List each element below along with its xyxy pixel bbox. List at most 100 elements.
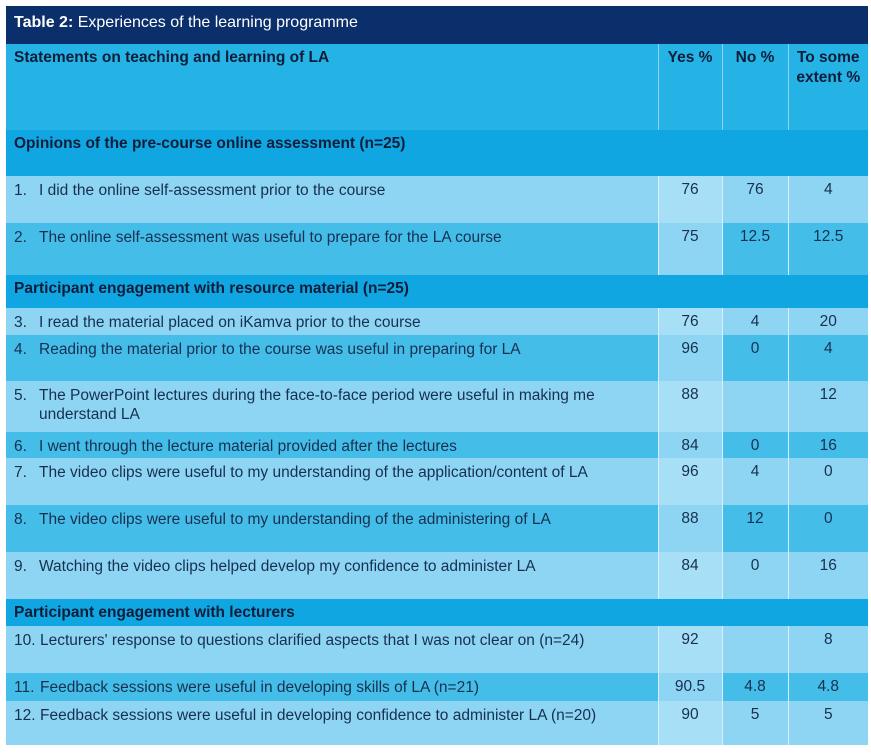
row-text: Reading the material prior to the course… [39, 341, 521, 358]
no-cell [721, 626, 788, 673]
no-cell: 4 [721, 458, 788, 505]
no-cell [721, 381, 788, 432]
row-number: 2. [14, 229, 27, 246]
some-cell: 4.8 [787, 673, 868, 701]
some-cell: 12.5 [787, 223, 868, 275]
section-row: Participant engagement with resource mat… [6, 275, 868, 308]
yes-cell: 92 [657, 626, 722, 673]
row-number: 8. [14, 511, 27, 528]
table-row: 10. Lecturers' response to questions clar… [6, 626, 868, 673]
yes-cell: 76 [657, 308, 722, 335]
row-text: I did the online self-assessment prior t… [39, 182, 386, 199]
yes-cell: 88 [657, 505, 722, 552]
table-row: 5. The PowerPoint lectures during the fac… [6, 381, 868, 432]
table-row: 12. Feedback sessions were useful in deve… [6, 701, 868, 745]
yes-cell: 84 [657, 432, 722, 458]
table-row: 8. The video clips were useful to my unde… [6, 505, 868, 552]
table-row: 11. Feedback sessions were useful in deve… [6, 673, 868, 701]
row-number: 11. [14, 679, 35, 696]
no-cell: 0 [721, 432, 788, 458]
no-cell: 12 [721, 505, 788, 552]
yes-cell: 75 [657, 223, 722, 275]
section-title: Participant engagement with lecturers [6, 599, 868, 626]
table-row: 6. I went through the lecture material pr… [6, 432, 868, 458]
no-cell: 5 [721, 701, 788, 745]
row-text: Feedback sessions were useful in develop… [40, 679, 479, 696]
table-row: 3. I read the material placed on iKamva p… [6, 308, 868, 335]
row-text: The PowerPoint lectures during the face-… [39, 387, 595, 423]
table-row: 9. Watching the video clips helped develo… [6, 552, 868, 599]
row-number: 9. [14, 558, 27, 575]
yes-cell: 96 [657, 335, 722, 381]
header-yes: Yes % [657, 44, 722, 130]
no-cell: 76 [721, 176, 788, 223]
statement-cell: 11. Feedback sessions were useful in deve… [6, 673, 658, 701]
statement-cell: 3. I read the material placed on iKamva p… [6, 308, 658, 335]
row-number: 4. [14, 341, 27, 358]
yes-cell: 88 [657, 381, 722, 432]
statement-cell: 4. Reading the material prior to the cour… [6, 335, 658, 381]
section-row: Opinions of the pre-course online assess… [6, 130, 868, 176]
row-number: 12. [14, 707, 36, 724]
no-cell: 12.5 [721, 223, 788, 275]
statement-cell: 10. Lecturers' response to questions clar… [6, 626, 658, 673]
header-row: Statements on teaching and learning of L… [6, 44, 868, 130]
header-no: No % [721, 44, 788, 130]
row-text: The video clips were useful to my unders… [39, 464, 588, 481]
statement-cell: 12. Feedback sessions were useful in deve… [6, 701, 658, 745]
row-text: Lecturers' response to questions clarifi… [40, 632, 585, 649]
row-number: 6. [14, 438, 27, 455]
row-number: 3. [14, 314, 27, 331]
statement-cell: 2. The online self-assessment was useful … [6, 223, 658, 275]
row-text: The video clips were useful to my unders… [39, 511, 551, 528]
no-cell: 0 [721, 335, 788, 381]
row-text: I read the material placed on iKamva pri… [39, 314, 421, 331]
yes-cell: 90.5 [657, 673, 722, 701]
caption-text: Experiences of the learning programme [77, 14, 358, 31]
table-row: 2. The online self-assessment was useful … [6, 223, 868, 275]
row-text: Feedback sessions were useful in develop… [40, 707, 597, 724]
some-cell: 12 [787, 381, 868, 432]
row-number: 5. [14, 387, 27, 404]
statement-cell: 5. The PowerPoint lectures during the fac… [6, 381, 658, 432]
row-text: The online self-assessment was useful to… [39, 229, 502, 246]
caption-label: Table 2: [14, 14, 74, 31]
some-cell: 0 [787, 458, 868, 505]
table-row: 7. The video clips were useful to my unde… [6, 458, 868, 505]
statement-cell: 7. The video clips were useful to my unde… [6, 458, 658, 505]
row-text: Watching the video clips helped develop … [39, 558, 536, 575]
header-some: To some extent % [787, 44, 868, 130]
row-text: I went through the lecture material prov… [39, 438, 457, 455]
no-cell: 4 [721, 308, 788, 335]
row-number: 7. [14, 464, 27, 481]
some-cell: 5 [787, 701, 868, 745]
some-cell: 4 [787, 176, 868, 223]
table-caption: Table 2: Experiences of the learning pro… [6, 6, 868, 44]
statement-cell: 8. The video clips were useful to my unde… [6, 505, 658, 552]
yes-cell: 76 [657, 176, 722, 223]
row-number: 1. [14, 182, 27, 199]
yes-cell: 90 [657, 701, 722, 745]
statement-cell: 9. Watching the video clips helped develo… [6, 552, 658, 599]
table-container: Table 2: Experiences of the learning pro… [6, 6, 868, 745]
some-cell: 4 [787, 335, 868, 381]
no-cell: 4.8 [721, 673, 788, 701]
statement-cell: 1. I did the online self-assessment prior… [6, 176, 658, 223]
section-title: Participant engagement with resource mat… [6, 275, 868, 308]
section-title: Opinions of the pre-course online assess… [6, 130, 868, 176]
section-row: Participant engagement with lecturers [6, 599, 868, 626]
table-row: 1. I did the online self-assessment prior… [6, 176, 868, 223]
some-cell: 0 [787, 505, 868, 552]
yes-cell: 84 [657, 552, 722, 599]
no-cell: 0 [721, 552, 788, 599]
some-cell: 16 [787, 432, 868, 458]
experiences-table: Statements on teaching and learning of L… [6, 44, 868, 745]
statement-cell: 6. I went through the lecture material pr… [6, 432, 658, 458]
some-cell: 20 [787, 308, 868, 335]
table-row: 4. Reading the material prior to the cour… [6, 335, 868, 381]
some-cell: 8 [787, 626, 868, 673]
header-statement: Statements on teaching and learning of L… [6, 44, 658, 130]
row-number: 10. [14, 632, 36, 649]
yes-cell: 96 [657, 458, 722, 505]
some-cell: 16 [787, 552, 868, 599]
